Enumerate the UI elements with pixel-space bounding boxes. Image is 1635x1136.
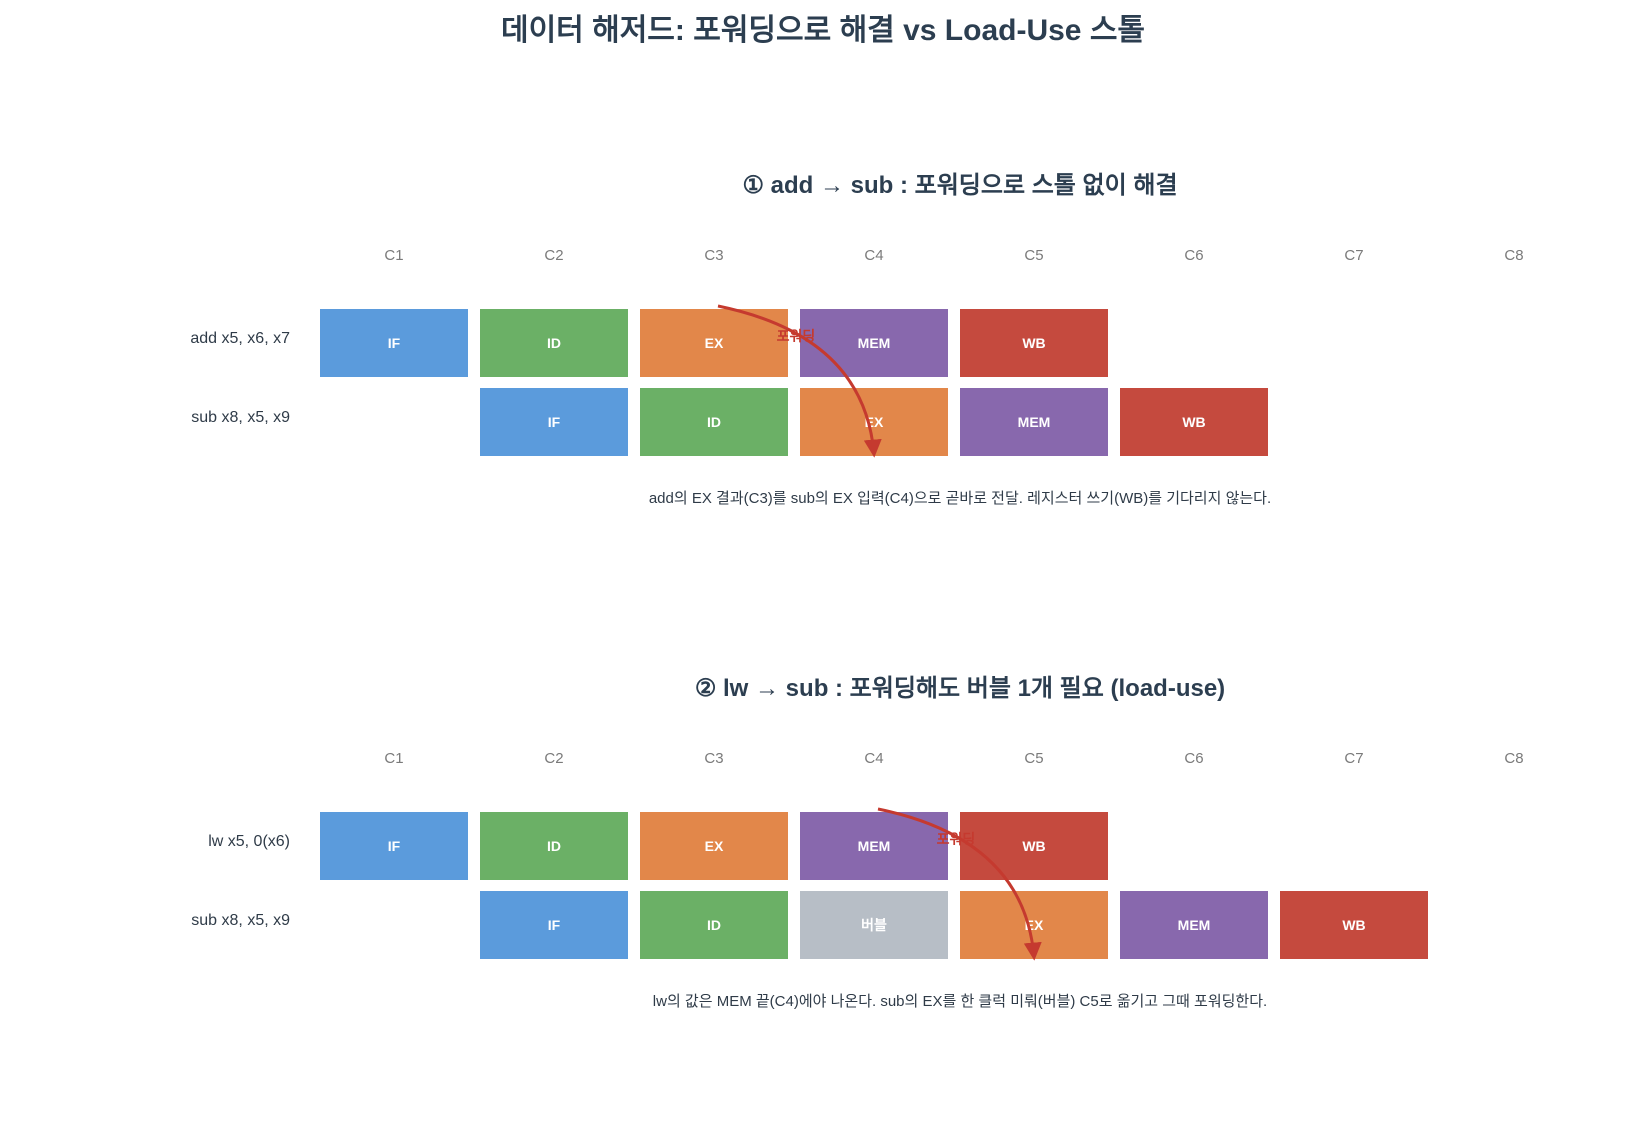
stage-box-id: [480, 309, 628, 377]
stage-label: IF: [388, 335, 401, 351]
stage-label: WB: [1342, 917, 1365, 933]
instruction-label: sub x8, x5, x9: [191, 409, 290, 426]
stage-label: ID: [547, 335, 561, 351]
cycle-label: C4: [864, 750, 883, 767]
cycle-label: C6: [1184, 247, 1203, 264]
stage-label: WB: [1022, 838, 1045, 854]
stage-box-mem: [800, 309, 948, 377]
stage-label: ID: [547, 838, 561, 854]
stage-box-wb: [960, 309, 1108, 377]
cycle-label: C8: [1504, 750, 1523, 767]
stage-box-mem: [800, 812, 948, 880]
stage-label: MEM: [858, 838, 891, 854]
stage-box-wb: [1120, 388, 1268, 456]
stage-label: WB: [1182, 414, 1205, 430]
cycle-label: C4: [864, 247, 883, 264]
stage-box-if: [320, 309, 468, 377]
stage-box-ex: [640, 309, 788, 377]
cycle-label: C7: [1344, 247, 1363, 264]
stage-label: EX: [705, 335, 724, 351]
panel-note: lw의 값은 MEM 끝(C4)에야 나온다. sub의 EX를 한 클럭 미뤄…: [653, 993, 1267, 1010]
stage-label: 버블: [861, 917, 887, 933]
panel-heading: ② lw → sub : 포워딩해도 버블 1개 필요 (load-use): [695, 675, 1225, 702]
stage-label: IF: [548, 414, 561, 430]
stage-label: WB: [1022, 335, 1045, 351]
cycle-label: C1: [384, 247, 403, 264]
stage-box-if: [320, 812, 468, 880]
cycle-label: C3: [704, 750, 723, 767]
stage-box-if: [480, 891, 628, 959]
stage-box-mem: [960, 388, 1108, 456]
cycle-label: C8: [1504, 247, 1523, 264]
instruction-label: lw x5, 0(x6): [208, 833, 290, 850]
instruction-label: sub x8, x5, x9: [191, 912, 290, 929]
stage-box-mem: [1120, 891, 1268, 959]
stage-label: IF: [548, 917, 561, 933]
diagram-title: 데이터 해저드: 포워딩으로 해결 vs Load-Use 스톨: [501, 14, 1145, 47]
panel-note: add의 EX 결과(C3)를 sub의 EX 입력(C4)으로 곧바로 전달.…: [649, 490, 1271, 507]
stage-box-wb: [1280, 891, 1428, 959]
cycle-label: C2: [544, 247, 563, 264]
stage-label: MEM: [1178, 917, 1211, 933]
stage-box-bubble: [800, 891, 948, 959]
cycle-label: C1: [384, 750, 403, 767]
forwarding-label: 포워딩: [937, 831, 976, 847]
panel-heading: ① add → sub : 포워딩으로 스톨 없이 해결: [742, 172, 1177, 199]
cycle-label: C3: [704, 247, 723, 264]
cycle-label: C7: [1344, 750, 1363, 767]
forwarding-label: 포워딩: [777, 328, 816, 344]
pipeline-panel-1: ① add → sub : 포워딩으로 스톨 없이 해결 C1 C2 C3 C4 C5 C6…: [190, 172, 1523, 507]
stage-label: EX: [705, 838, 724, 854]
cycle-label: C6: [1184, 750, 1203, 767]
stage-box-id: [640, 891, 788, 959]
stage-box-id: [480, 812, 628, 880]
cycle-label: C5: [1024, 247, 1043, 264]
forwarding-arrow: [877, 807, 1042, 961]
cycle-label: C5: [1024, 750, 1043, 767]
pipeline-panel-2: ② lw → sub : 포워딩해도 버블 1개 필요 (load-use) C1…: [191, 675, 1523, 1010]
stage-label: ID: [707, 414, 721, 430]
stage-box-id: [640, 388, 788, 456]
stage-box-ex: [640, 812, 788, 880]
cycle-label: C2: [544, 750, 563, 767]
forwarding-arrow: [717, 304, 882, 458]
instruction-label: add x5, x6, x7: [190, 330, 290, 347]
stage-label: ID: [707, 917, 721, 933]
stage-box-if: [480, 388, 628, 456]
stage-box-wb: [960, 812, 1108, 880]
stage-label: MEM: [1018, 414, 1051, 430]
stage-label: IF: [388, 838, 401, 854]
stage-label: MEM: [858, 335, 891, 351]
